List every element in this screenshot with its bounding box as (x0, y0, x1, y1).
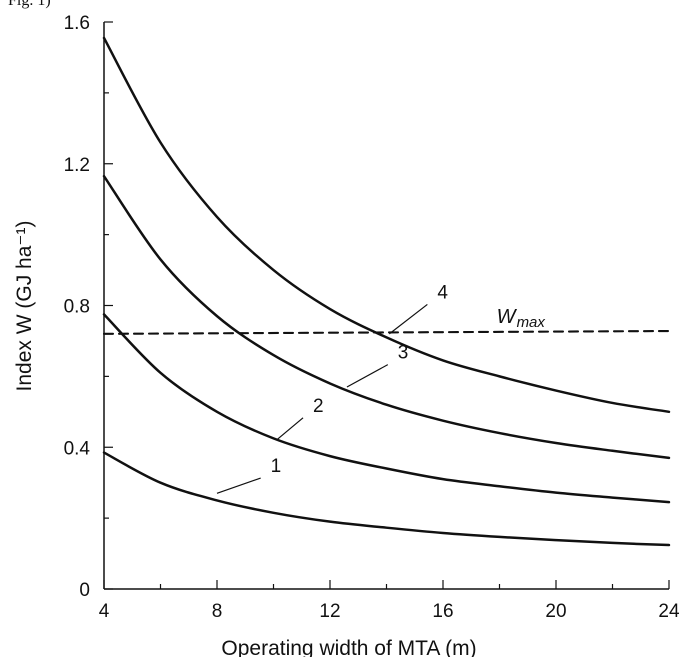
curve-label-4: 4 (437, 282, 448, 303)
x-tick-label: 8 (212, 601, 223, 622)
y-axis-title: Index W (GJ ha⁻¹) (13, 221, 36, 392)
curve-label-3: 3 (398, 343, 409, 364)
series-line-4 (102, 36, 671, 414)
series-line-2 (102, 313, 671, 504)
curve-label-1: 1 (271, 456, 282, 477)
curve-label-leader-1 (216, 477, 261, 494)
series-line-1 (102, 451, 671, 547)
x-tick-label: 20 (545, 601, 566, 622)
y-tick-label: 0.8 (64, 297, 90, 318)
y-tick-label: 1.6 (64, 13, 90, 34)
x-axis-title: Operating width of MTA (m) (221, 637, 476, 657)
x-tick-label: 12 (319, 601, 340, 622)
x-tick-label: 4 (99, 601, 110, 622)
top-text-fragment: Fig. 1) (8, 0, 51, 9)
series-line-3 (102, 174, 671, 460)
y-tick-label: 0 (79, 580, 90, 601)
y-tick-label: 0.4 (64, 438, 91, 459)
wmax-label: Wmax (497, 306, 546, 331)
axes (103, 22, 669, 590)
series-group (102, 36, 671, 547)
labels-group: 1 2 3 4 Wmax (216, 282, 546, 494)
wmax-subscript: max (517, 314, 546, 331)
curve-label-2: 2 (313, 396, 324, 417)
curve-label-leader-4 (388, 303, 428, 335)
x-tick-label: 24 (658, 601, 680, 622)
curve-label-leader-3 (346, 364, 389, 388)
curve-label-leader-2 (275, 417, 304, 441)
x-tick-label: 16 (432, 601, 453, 622)
y-tick-label: 1.2 (64, 155, 90, 176)
wmax-dashed-line (102, 329, 671, 335)
